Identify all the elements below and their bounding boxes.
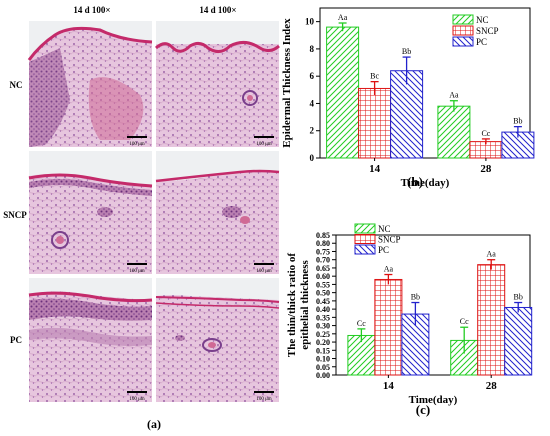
panel-caption: (b): [407, 174, 423, 189]
y-tick-label: 0: [310, 153, 315, 163]
micrograph-pc-1: [28, 278, 153, 402]
y-tick-label: 0.75: [316, 247, 330, 256]
y-tick-label: 6: [310, 71, 315, 81]
significance-label: Aa: [449, 91, 459, 100]
significance-label: Aa: [384, 265, 394, 274]
plot-frame: [335, 234, 531, 376]
significance-label: Cc: [460, 317, 469, 326]
scale-bar-label: 100 μm: [256, 397, 271, 402]
bar-pc-28: [504, 306, 533, 376]
y-tick-label: 0.00: [316, 371, 330, 380]
y-tick-label: 0.50: [316, 289, 330, 298]
bar-nc-14: [326, 26, 360, 159]
y-tick-label: 0.05: [316, 363, 330, 372]
micrograph-sncp-1: [28, 151, 153, 274]
y-tick-label: 0.40: [316, 305, 330, 314]
micrograph-pc-2: [155, 278, 280, 402]
x-axis-label: Time(day): [401, 177, 450, 189]
bar-nc-28: [437, 105, 471, 159]
col-header-1: 14 d 100×: [73, 5, 110, 15]
x-tick-label: 28: [480, 163, 492, 175]
micrograph-nc-2: [155, 21, 280, 147]
legend-label-nc: NC: [378, 224, 391, 234]
y-tick-label: 0.55: [316, 280, 330, 289]
col-header-2: 14 d 100×: [199, 5, 236, 15]
significance-label: Cc: [481, 129, 490, 138]
significance-label: Cc: [357, 319, 366, 328]
scale-bar-label: 100 μm: [129, 269, 144, 274]
legend-swatch-pc: [354, 244, 376, 255]
y-axis-label: epithelial thickness: [299, 260, 311, 350]
panel-caption: (c): [416, 402, 430, 417]
significance-label: Bb: [402, 47, 411, 56]
legend-swatch-sncp: [452, 25, 474, 36]
legend-label-sncp: SNCP: [378, 235, 401, 245]
significance-label: Bb: [513, 117, 522, 126]
panel-a: 14 d 100× 14 d 100× NC SNCP PC: [3, 5, 280, 431]
micrograph-nc-1: [27, 21, 153, 147]
chart-epidermal-thickness: 0 2 4 6 8 10 Aa Bc Bb 14 Aa Cc Bb 28 Time(day) Epiderma…: [281, 7, 535, 189]
y-tick-label: 4: [310, 98, 315, 108]
significance-label: Aa: [487, 250, 497, 259]
y-tick-label: 0.45: [316, 297, 330, 306]
significance-label: Bb: [411, 293, 420, 302]
bar-sncp-14: [358, 87, 392, 159]
scale-bars: 100 μm 100 μm 100 μm 100 μm 100 μm 100 μ…: [127, 136, 274, 402]
panel-a-caption: (a): [147, 417, 161, 431]
y-tick-label: 0.25: [316, 330, 330, 339]
chart-thin-thick-ratio: 0.000.050.100.150.200.250.300.350.400.45…: [286, 223, 533, 417]
scale-bar-label: 100 μm: [256, 142, 271, 147]
row-label-sncp: SNCP: [3, 210, 27, 220]
scale-bar-label: 100 μm: [129, 397, 144, 402]
y-tick-label: 8: [310, 44, 315, 54]
y-tick-label: 0.30: [316, 322, 330, 331]
y-tick-label: 0.80: [316, 239, 330, 248]
legend-swatch-nc: [354, 223, 376, 234]
y-axis-label: The thin/thick ratio of: [286, 253, 298, 358]
micrograph-sncp-2: [155, 151, 280, 274]
legend-label-nc: NC: [476, 15, 489, 25]
y-tick-label: 0.15: [316, 346, 330, 355]
scale-bar-label: 100 μm: [256, 269, 271, 274]
legend-label-pc: PC: [476, 37, 487, 47]
legend-label-pc: PC: [378, 245, 389, 255]
y-tick-label: 0.60: [316, 272, 330, 281]
significance-label: Bc: [370, 72, 379, 81]
y-tick-label: 0.65: [316, 264, 330, 273]
y-tick-label: 0.85: [316, 231, 330, 240]
y-tick-label: 2: [310, 126, 315, 136]
plot-frame: [319, 7, 531, 159]
legend-swatch-sncp: [354, 234, 376, 244]
y-tick-label: 0.70: [316, 256, 330, 265]
row-label-nc: NC: [10, 80, 23, 90]
x-axis-label: Time(day): [409, 394, 458, 406]
x-tick-label: 28: [486, 380, 498, 392]
legend-label-sncp: SNCP: [476, 26, 499, 36]
bar-sncp-28: [477, 264, 506, 376]
bar-sncp-14: [374, 278, 403, 376]
y-tick-label: 0.10: [316, 355, 330, 364]
y-tick-label: 0.20: [316, 338, 330, 347]
x-tick-label: 14: [369, 163, 381, 175]
scale-bar-label: 100 μm: [129, 142, 144, 147]
x-tick-label: 14: [383, 380, 395, 392]
legend-swatch-pc: [452, 36, 474, 47]
legend-swatch-nc: [452, 14, 474, 25]
significance-label: Bb: [514, 293, 523, 302]
significance-label: Aa: [338, 13, 348, 22]
row-label-pc: PC: [10, 335, 22, 345]
y-tick-label: 0.35: [316, 313, 330, 322]
y-axis-label: Epidermal Thickness Index: [281, 18, 293, 148]
y-tick-label: 10: [305, 17, 315, 27]
